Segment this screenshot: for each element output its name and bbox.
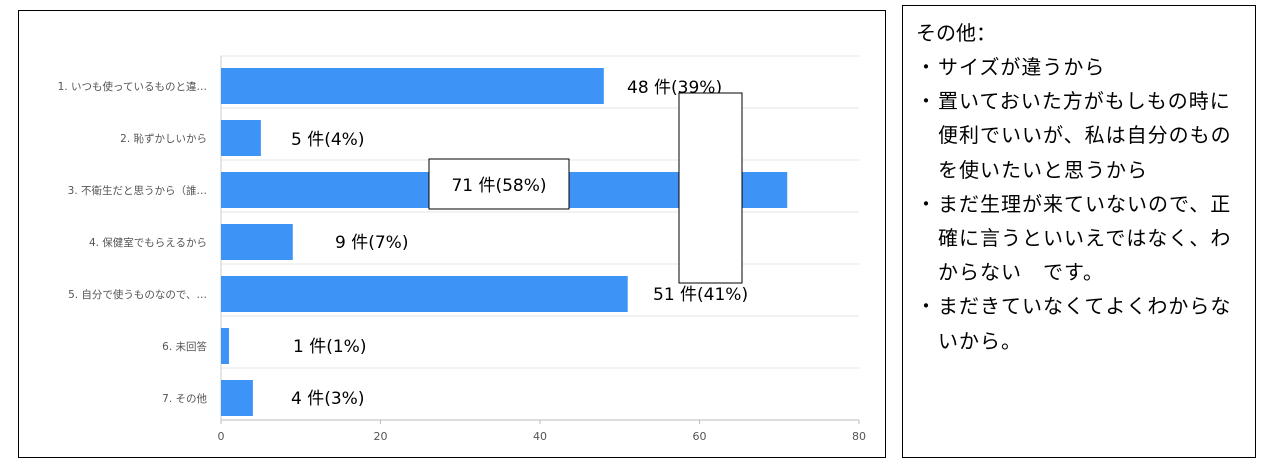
bar bbox=[221, 276, 628, 312]
x-tick-label: 40 bbox=[533, 430, 547, 443]
data-label-box bbox=[428, 158, 570, 210]
bar bbox=[221, 328, 229, 364]
other-answers-title: その他： bbox=[916, 21, 996, 45]
other-answers-panel: その他： サイズが違うから 置いておいた方がもしもの時に便利でいいが、私は自分の… bbox=[902, 5, 1256, 458]
bar-chart: 1. いつも使っているものと違… 2. 恥ずかしいから 3. 不衛生だと思うから（誰… bbox=[58, 55, 866, 443]
data-label: 5 件(4%) bbox=[291, 130, 364, 150]
data-label: 9 件(7%) bbox=[335, 233, 408, 253]
category-label: 7. その他 bbox=[162, 392, 207, 405]
other-answer-item: まだきていなくてよくわからないから。 bbox=[916, 289, 1245, 357]
x-tick-label: 60 bbox=[693, 430, 707, 443]
bar bbox=[221, 224, 293, 260]
other-answer-item: 置いておいた方がもしもの時に便利でいいが、私は自分のものを使いたいと思うから bbox=[916, 84, 1245, 187]
bar bbox=[221, 68, 604, 104]
category-label: 3. 不衛生だと思うから（誰… bbox=[68, 184, 207, 197]
other-answers-list: サイズが違うから 置いておいた方がもしもの時に便利でいいが、私は自分のものを使い… bbox=[916, 50, 1255, 358]
bar bbox=[221, 120, 261, 156]
category-label: 4. 保健室でもらえるから bbox=[89, 236, 207, 249]
other-answer-item: サイズが違うから bbox=[916, 50, 1245, 84]
category-label: 6. 未回答 bbox=[162, 340, 207, 353]
category-label: 1. いつも使っているものと違… bbox=[58, 80, 207, 93]
x-tick-label: 20 bbox=[374, 430, 388, 443]
overlay-box bbox=[678, 92, 743, 284]
category-label: 5. 自分で使うものなので、… bbox=[68, 288, 207, 301]
x-tick-label: 0 bbox=[218, 430, 225, 443]
other-answer-item: まだ生理が来ていないので、正確に言うといいえではなく、わからない です。 bbox=[916, 187, 1245, 290]
bar bbox=[221, 380, 253, 416]
bar-chart-panel: 1. いつも使っているものと違… 2. 恥ずかしいから 3. 不衛生だと思うから（誰… bbox=[18, 10, 886, 458]
data-label: 71 件(58%) bbox=[451, 176, 546, 196]
data-label: 51 件(41%) bbox=[653, 285, 748, 305]
data-label: 4 件(3%) bbox=[291, 389, 364, 409]
category-label: 2. 恥ずかしいから bbox=[120, 133, 207, 145]
x-tick-label: 80 bbox=[852, 430, 866, 443]
data-label: 1 件(1%) bbox=[293, 337, 366, 357]
